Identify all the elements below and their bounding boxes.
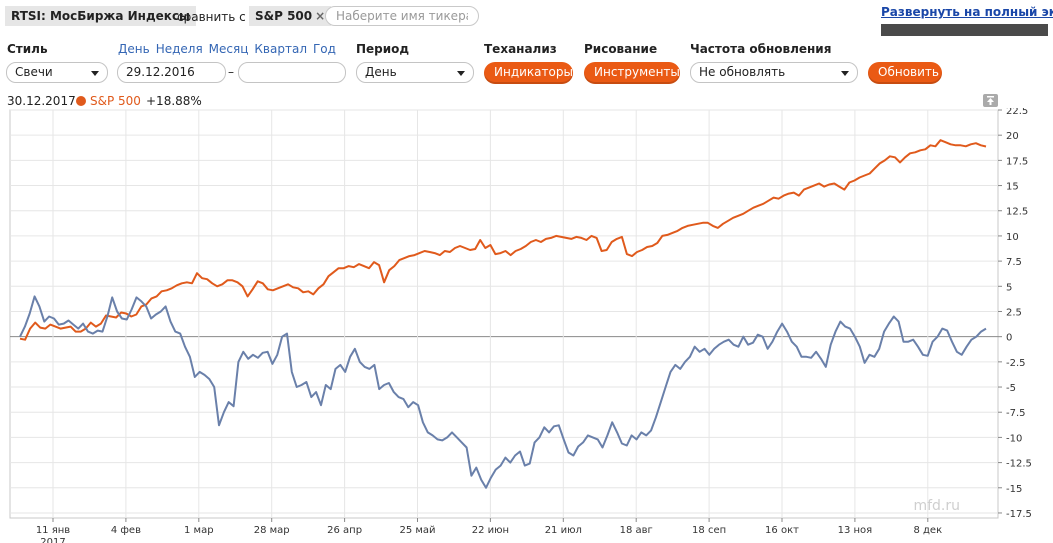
x-tick-label: 11 янв <box>36 525 70 536</box>
y-tick-label: 0 <box>1006 333 1012 344</box>
period-link-week[interactable]: Неделя <box>155 42 203 56</box>
watermark: mfd.ru <box>913 498 960 514</box>
refresh-label: Частота обновления <box>690 42 832 56</box>
x-tick-label: 25 май <box>399 525 435 536</box>
compare-ticker-tag: S&P 500 × <box>249 6 332 26</box>
x-tick-label: 28 мар <box>254 525 290 536</box>
x-tick-label: 1 мар <box>184 525 214 536</box>
y-tick-label: 2.5 <box>1006 307 1022 318</box>
indicators-button[interactable]: Индикаторы <box>484 62 573 84</box>
y-tick-label: 17.5 <box>1006 156 1028 167</box>
x-tick-label: 16 окт <box>765 525 799 536</box>
y-tick-label: 12.5 <box>1006 207 1028 218</box>
compare-ticker-label: S&P 500 <box>255 9 313 23</box>
y-tick-label: -15 <box>1006 484 1022 495</box>
x-tick-label: 13 ноя <box>838 525 873 536</box>
legend-series-name: S&P 500 <box>90 94 141 108</box>
period-link-month[interactable]: Месяц <box>208 42 249 56</box>
refresh-select-value: Не обновлять <box>699 65 786 79</box>
y-tick-label: -17.5 <box>1006 509 1032 520</box>
chevron-down-icon <box>841 71 849 76</box>
legend-marker <box>76 96 86 106</box>
y-tick-label: -2.5 <box>1006 358 1026 369</box>
period-link-year[interactable]: Год <box>312 42 336 56</box>
plot-area <box>9 109 999 519</box>
x-axis: 11 янв 4 фев 1 мар 28 мар 26 апр 25 май 22 июн… <box>36 518 942 543</box>
scroll-top-icon[interactable] <box>983 94 998 107</box>
y-tick-label: -7.5 <box>1006 408 1026 419</box>
style-select[interactable]: Свечи <box>6 62 108 83</box>
y-axis: 22.5 20 17.5 15 12.5 10 7.5 5 2.5 0 -2.5 -5 -7.5 -10 -… <box>998 108 1032 520</box>
period-link-day[interactable]: День <box>118 42 150 56</box>
ticker-search-input[interactable] <box>325 6 479 26</box>
dark-bar <box>881 24 1048 36</box>
x-tick-label: 8 дек <box>913 525 942 536</box>
arrow-up-icon <box>987 96 994 105</box>
rtsi-series-line <box>19 295 987 489</box>
update-button[interactable]: Обновить <box>868 62 942 84</box>
chevron-down-icon <box>91 71 99 76</box>
style-select-value: Свечи <box>15 65 53 79</box>
y-tick-label: 10 <box>1006 232 1019 243</box>
legend-series-change: +18.88% <box>146 94 202 108</box>
x-tick-label: 18 сеп <box>692 525 726 536</box>
techanalysis-label: Теханализ <box>484 42 557 56</box>
price-chart[interactable]: 22.5 20 17.5 15 12.5 10 7.5 5 2.5 0 -2.5 -5 -7.5 -10 -… <box>0 108 1053 543</box>
period-label: Период <box>356 42 410 56</box>
x-tick-label: 26 апр <box>327 525 362 536</box>
legend-date: 30.12.2017 <box>7 94 76 108</box>
chevron-down-icon <box>457 71 465 76</box>
y-tick-label: 22.5 <box>1006 108 1028 117</box>
period-links: День Неделя Месяц Квартал Год <box>118 42 342 56</box>
compare-label: сравнить с <box>177 10 246 24</box>
date-to-field[interactable] <box>238 62 346 83</box>
tools-button[interactable]: Инструменты <box>584 62 680 84</box>
y-tick-label: 15 <box>1006 182 1019 193</box>
instrument-tag: RTSI: МосБиржа Индексы <box>5 6 196 26</box>
y-tick-label: -12.5 <box>1006 459 1032 470</box>
date-from-field[interactable]: 29.12.2016 <box>117 62 226 83</box>
y-tick-label: 20 <box>1006 131 1019 142</box>
period-link-quarter[interactable]: Квартал <box>254 42 307 56</box>
drawing-label: Рисование <box>584 42 658 56</box>
refresh-select[interactable]: Не обновлять <box>690 62 858 83</box>
remove-compare-icon[interactable]: × <box>315 9 326 23</box>
date-separator: – <box>228 65 234 79</box>
x-tick-label: 22 июн <box>472 525 509 536</box>
x-tick-label: 21 июл <box>545 525 582 536</box>
spx-series-line <box>19 139 987 341</box>
y-tick-label: -5 <box>1006 383 1016 394</box>
series-lines <box>19 139 987 489</box>
period-select-value: День <box>365 65 397 79</box>
x-year-label: 2017 <box>40 537 65 543</box>
y-tick-label: -10 <box>1006 433 1022 444</box>
period-select[interactable]: День <box>356 62 474 83</box>
y-tick-label: 5 <box>1006 282 1012 293</box>
y-tick-label: 7.5 <box>1006 257 1022 268</box>
x-tick-label: 18 авг <box>620 525 653 536</box>
x-tick-label: 4 фев <box>111 525 141 536</box>
style-label: Стиль <box>7 42 48 56</box>
fullscreen-link[interactable]: Развернуть на полный экран <box>881 5 1053 19</box>
